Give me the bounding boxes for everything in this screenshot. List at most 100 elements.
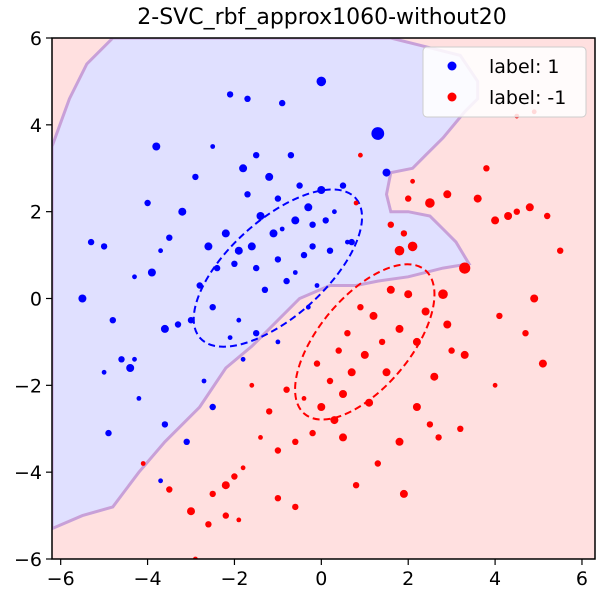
- data-point-negative: [347, 368, 356, 377]
- region-positive: [52, 38, 478, 529]
- data-point-negative: [496, 312, 503, 320]
- y-tick-label: 2: [30, 202, 42, 224]
- data-point-positive: [152, 142, 161, 151]
- data-point-positive: [209, 304, 216, 311]
- data-point-negative: [205, 521, 212, 528]
- data-point-positive: [101, 369, 107, 375]
- data-point-negative: [538, 359, 547, 368]
- legend-label-positive: label: 1: [489, 56, 559, 78]
- data-point-negative: [140, 461, 146, 466]
- data-point-negative: [443, 320, 452, 329]
- data-point-negative: [382, 368, 391, 377]
- data-point-negative: [483, 165, 490, 172]
- data-point-positive: [274, 256, 282, 263]
- data-point-negative: [407, 241, 418, 252]
- y-tick-label: 0: [30, 289, 42, 311]
- data-point-positive: [371, 127, 385, 140]
- data-point-positive: [213, 264, 221, 272]
- data-point-positive: [261, 286, 269, 293]
- data-point-negative: [292, 503, 299, 511]
- data-point-positive: [183, 438, 190, 445]
- data-point-positive: [132, 356, 137, 362]
- data-point-positive: [144, 199, 151, 207]
- data-point-positive: [304, 203, 313, 212]
- data-point-positive: [309, 221, 316, 228]
- data-point-negative: [378, 338, 386, 346]
- data-point-positive: [279, 99, 286, 107]
- x-tick-label: −2: [220, 568, 248, 590]
- data-point-negative: [221, 481, 230, 490]
- data-point-negative: [369, 311, 378, 320]
- x-tick-label: −4: [134, 568, 162, 590]
- ellipses: [192, 188, 436, 421]
- y-tick-label: −4: [14, 462, 42, 484]
- data-point-negative: [374, 460, 381, 467]
- data-points: [78, 76, 564, 559]
- data-point-negative: [459, 262, 471, 274]
- data-point-positive: [309, 243, 316, 250]
- data-point-positive: [231, 260, 238, 267]
- data-point-positive: [269, 229, 278, 238]
- data-point-positive: [100, 243, 108, 250]
- data-point-negative: [283, 386, 290, 393]
- data-point-positive: [147, 268, 156, 277]
- data-point-positive: [291, 216, 300, 225]
- data-point-positive: [209, 403, 216, 411]
- data-point-negative: [399, 489, 408, 498]
- data-point-positive: [234, 246, 243, 255]
- data-point-positive: [279, 226, 285, 232]
- legend-marker-positive: [447, 61, 457, 71]
- data-point-negative: [443, 190, 452, 199]
- data-point-negative: [513, 208, 520, 215]
- data-point-positive: [292, 270, 298, 275]
- data-point-positive: [305, 304, 311, 310]
- data-point-positive: [240, 356, 246, 362]
- data-point-negative: [395, 437, 404, 446]
- data-point-negative: [557, 247, 564, 254]
- y-tick-label: 4: [30, 115, 42, 137]
- data-point-positive: [287, 152, 295, 159]
- x-tick-label: −6: [47, 568, 75, 590]
- data-point-negative: [425, 198, 435, 208]
- data-point-positive: [158, 478, 164, 484]
- data-point-positive: [221, 229, 230, 238]
- data-point-positive: [187, 317, 195, 324]
- data-point-positive: [236, 317, 242, 323]
- data-point-negative: [430, 372, 439, 381]
- data-point-negative: [236, 517, 242, 523]
- data-point-positive: [317, 186, 326, 194]
- data-point-positive: [300, 251, 308, 259]
- data-point-positive: [204, 242, 213, 251]
- data-point-negative: [353, 200, 359, 206]
- data-point-negative: [492, 382, 498, 388]
- data-point-positive: [256, 212, 265, 220]
- data-point-positive: [247, 242, 256, 251]
- ellipse-negative: [294, 263, 436, 421]
- data-point-negative: [166, 486, 173, 493]
- data-point-positive: [158, 248, 164, 254]
- data-point-negative: [438, 289, 448, 300]
- legend-box: [422, 46, 587, 118]
- decision-boundary: [52, 38, 480, 530]
- data-point-negative: [309, 429, 316, 437]
- data-point-negative: [491, 216, 500, 225]
- data-point-positive: [210, 144, 216, 149]
- legend: label: 1 label: -1: [422, 46, 587, 118]
- data-point-negative: [457, 425, 464, 432]
- data-point-positive: [332, 209, 337, 215]
- data-point-negative: [274, 495, 282, 502]
- data-point-negative: [395, 324, 404, 333]
- data-point-negative: [209, 490, 216, 498]
- data-point-positive: [275, 339, 281, 345]
- data-point-negative: [339, 433, 347, 442]
- data-point-positive: [178, 207, 187, 216]
- data-point-negative: [266, 408, 273, 415]
- data-point-negative: [357, 304, 364, 311]
- data-point-negative: [412, 337, 421, 346]
- data-point-positive: [166, 234, 173, 241]
- y-tick-label: −2: [14, 375, 42, 397]
- data-point-positive: [118, 356, 125, 363]
- data-point-negative: [330, 416, 339, 425]
- data-point-negative: [222, 512, 229, 519]
- data-point-negative: [365, 398, 374, 407]
